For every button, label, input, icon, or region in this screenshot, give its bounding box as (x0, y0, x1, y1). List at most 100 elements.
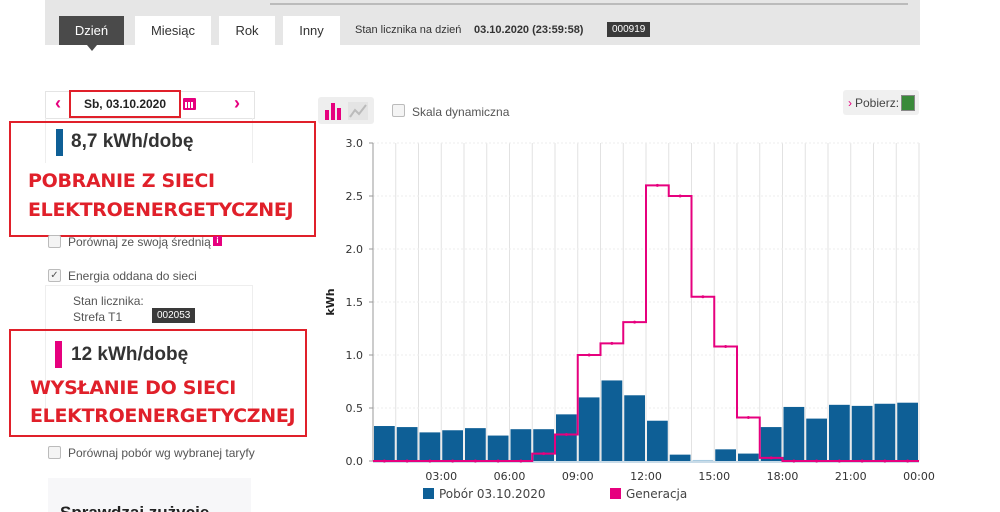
chevron-right-icon: › (848, 95, 852, 110)
next-day-button[interactable]: › (234, 93, 240, 113)
generation-annotation-line1: WYSŁANIE DO SIECI (30, 377, 237, 399)
generation-point (633, 320, 637, 324)
generation-point (769, 456, 773, 460)
y-tick-label: 0.5 (346, 402, 364, 415)
consumption-bar (715, 449, 736, 461)
y-tick-label: 2.5 (346, 190, 364, 203)
x-tick-label: 18:00 (767, 470, 799, 483)
generation-point (610, 341, 614, 345)
consumption-bar (578, 397, 600, 461)
generation-point (473, 459, 477, 463)
consumption-bar (806, 418, 827, 461)
consumption-bar (396, 427, 418, 461)
generation-annotation-box (9, 329, 307, 437)
consumption-bar (487, 435, 509, 461)
legend-generation-label: Generacja (626, 487, 687, 501)
dynamic-scale-checkbox[interactable] (392, 104, 405, 117)
generation-point (860, 459, 864, 463)
x-tick-label: 15:00 (698, 470, 730, 483)
dynamic-scale-label: Skala dynamiczna (412, 105, 510, 119)
consumption-annotation-line1: POBRANIE Z SIECI (28, 170, 215, 192)
download-button[interactable]: › Pobierz: (843, 90, 919, 115)
generation-point (724, 345, 728, 349)
consumption-bar (624, 395, 645, 461)
energy-out-panel (45, 285, 253, 411)
consumption-bar (783, 406, 805, 461)
consumption-bar (647, 420, 668, 461)
tab-month[interactable]: Miesiąc (135, 16, 211, 45)
generation-line (373, 184, 919, 462)
energy-chart: 0.0 0.5 1.0 1.5 2.0 2.5 3.0 kWh 03:00 06:00 09:00 1… (324, 137, 935, 501)
line-chart-icon[interactable] (348, 102, 368, 120)
consumption-panel (45, 118, 253, 163)
generation-color-marker (55, 341, 62, 368)
bar-chart-icon[interactable] (324, 102, 344, 120)
divider (270, 3, 908, 5)
generation-point (587, 353, 591, 357)
generation-point (701, 295, 705, 299)
consumption-bar (419, 432, 441, 461)
info-icon[interactable]: i (213, 236, 222, 246)
x-tick-label: 21:00 (835, 470, 867, 483)
tab-year[interactable]: Rok (219, 16, 275, 45)
consumption-annotation-box (9, 121, 316, 237)
legend-consumption-swatch (423, 488, 434, 499)
prev-day-button[interactable]: ‹ (55, 93, 61, 113)
x-tick-label: 03:00 (425, 470, 457, 483)
consumption-bar (465, 428, 486, 461)
consumption-bar (533, 429, 554, 461)
x-tick-label: 09:00 (562, 470, 594, 483)
generation-point (883, 459, 887, 463)
compare-average-checkbox[interactable] (48, 235, 61, 248)
check-usage-panel: Sprawdzaj zużycie (48, 478, 251, 512)
meter-state-value: 000919 (607, 22, 651, 37)
x-tick-label: 12:00 (630, 470, 662, 483)
tab-other[interactable]: Inny (283, 16, 340, 45)
consumption-bar (738, 453, 759, 461)
consumption-bar (874, 403, 896, 461)
generation-point (428, 459, 432, 463)
consumption-bar (601, 380, 623, 461)
generation-point (746, 416, 750, 420)
excel-icon (901, 94, 916, 111)
consumption-bar (851, 405, 873, 461)
zone-meter-value: 002053 (152, 308, 196, 323)
check-usage-title: Sprawdzaj zużycie (60, 503, 209, 512)
generation-point (405, 459, 409, 463)
consumption-bar (692, 459, 714, 461)
generation-point (655, 183, 659, 187)
y-tick-label: 2.0 (346, 243, 364, 256)
compare-tariff-checkbox[interactable] (48, 446, 61, 459)
legend-consumption-label: Pobór 03.10.2020 (439, 487, 546, 501)
y-tick-label: 3.0 (346, 137, 364, 150)
energy-out-checkbox[interactable]: ✓ (48, 269, 61, 282)
generation-value: 12 kWh/dobę (71, 344, 189, 365)
generation-point (906, 459, 910, 463)
generation-point (792, 459, 796, 463)
consumption-value: 8,7 kWh/dobę (71, 131, 194, 152)
consumption-bar (510, 429, 532, 461)
y-tick-label: 1.0 (346, 349, 364, 362)
legend-generation-swatch (610, 488, 621, 499)
meter-state-datetime: 03.10.2020 (23:59:58) (474, 24, 584, 36)
consumption-bar (829, 404, 850, 461)
generation-point (564, 433, 568, 436)
date-display[interactable]: Sb, 03.10.2020 (69, 90, 181, 118)
consumption-bar (374, 426, 395, 461)
calendar-icon[interactable] (183, 98, 196, 110)
meter-label: Stan licznika: (73, 294, 144, 308)
energy-out-label: Energia oddana do sieci (68, 269, 197, 283)
y-tick-label: 0.0 (346, 455, 364, 468)
consumption-annotation-line2: ELEKTROENERGETYCZNEJ (28, 199, 294, 221)
generation-point (519, 459, 523, 463)
consumption-bar (760, 427, 782, 461)
consumption-bar (556, 414, 577, 461)
download-label: Pobierz: (855, 95, 900, 110)
y-axis-label: kWh (324, 288, 337, 315)
consumption-color-marker (56, 129, 63, 156)
generation-point (815, 459, 819, 463)
consumption-bar (442, 430, 463, 461)
consumption-bar (897, 402, 918, 461)
consumption-bar (669, 454, 691, 461)
tab-day[interactable]: Dzień (59, 16, 124, 51)
